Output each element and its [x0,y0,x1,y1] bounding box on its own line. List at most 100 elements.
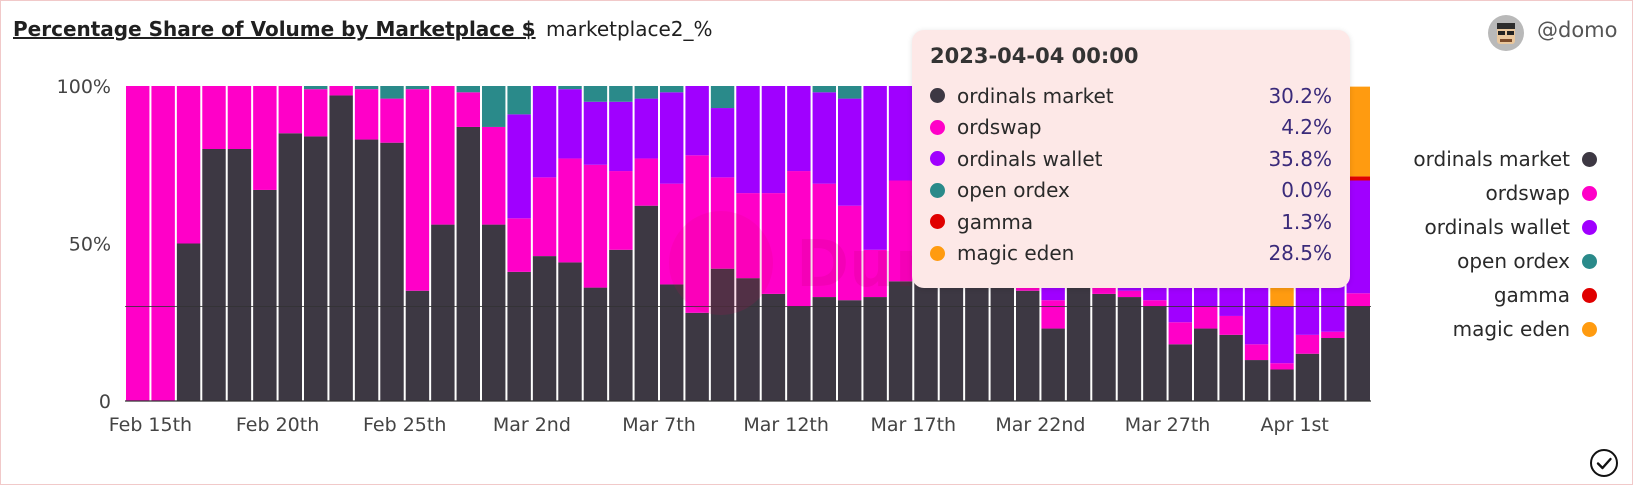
bar-segment[interactable] [202,149,226,401]
bar-segment[interactable] [354,89,379,140]
bar-segment[interactable] [1244,360,1269,401]
legend-item[interactable]: open ordex [1413,244,1597,278]
avatar[interactable] [1488,15,1524,51]
bar-segment[interactable] [660,183,684,285]
bar-segment[interactable] [634,86,658,99]
bar-segment[interactable] [685,155,709,313]
bar-segment[interactable] [838,86,862,99]
bar-segment[interactable] [660,284,684,401]
bar-segment[interactable] [482,86,506,127]
bar-segment[interactable] [1194,328,1218,401]
bar-segment[interactable] [736,193,760,279]
bar-segment[interactable] [304,86,328,90]
bar-segment[interactable] [253,189,277,401]
bar-segment[interactable] [838,98,862,206]
bar-segment[interactable] [609,86,633,102]
bar-segment[interactable] [482,224,506,401]
bar-segment[interactable] [812,183,836,298]
bar-segment[interactable] [812,297,836,401]
bar-segment[interactable] [1117,290,1142,298]
bar-segment[interactable] [1092,284,1116,294]
bar-segment[interactable] [354,86,379,90]
bar-segment[interactable] [354,139,379,402]
bar-segment[interactable] [710,108,735,178]
bar-segment[interactable] [1143,306,1167,402]
bar-segment[interactable] [838,300,862,401]
bar-segment[interactable] [888,281,913,401]
bar-segment[interactable] [482,126,506,225]
bar-segment[interactable] [176,243,201,402]
bar-segment[interactable] [304,89,328,137]
bar-segment[interactable] [1295,334,1320,354]
bar-segment[interactable] [507,114,531,219]
bar-segment[interactable] [863,297,887,401]
bar-segment[interactable] [380,98,404,143]
bar-segment[interactable] [532,177,557,257]
bar-segment[interactable] [583,101,608,165]
legend-item[interactable]: magic eden [1413,312,1597,346]
bar-segment[interactable] [710,177,735,269]
bar-segment[interactable] [329,86,353,96]
bar-segment[interactable] [507,218,531,272]
legend-item[interactable]: ordswap [1413,176,1597,210]
bar-segment[interactable] [1346,306,1370,402]
bar-segment[interactable] [1168,344,1192,401]
bar-segment[interactable] [405,290,430,401]
bar-segment[interactable] [1346,180,1370,294]
bar-segment[interactable] [990,287,1014,401]
bar-segment[interactable] [1244,344,1269,361]
bar-segment[interactable] [609,101,633,172]
bar-segment[interactable] [1295,353,1320,401]
bar-segment[interactable] [431,86,455,225]
bar-segment[interactable] [380,142,404,401]
bar-segment[interactable] [812,86,836,93]
bar-segment[interactable] [1143,300,1167,307]
bar-segment[interactable] [888,180,913,282]
check-circle-icon[interactable] [1589,448,1619,478]
bar-segment[interactable] [1270,369,1294,402]
bar-segment[interactable] [558,86,582,90]
bar-segment[interactable] [1194,306,1218,329]
bar-segment[interactable] [1270,306,1294,364]
bar-segment[interactable] [1270,363,1294,370]
bar-segment[interactable] [507,271,531,401]
bar-segment[interactable] [736,278,760,401]
bar-segment[interactable] [685,312,709,401]
bar-segment[interactable] [1219,334,1243,401]
bar-segment[interactable] [634,205,658,401]
bar-segment[interactable] [634,158,658,206]
bar-segment[interactable] [202,86,226,149]
bar-segment[interactable] [583,287,608,401]
bar-segment[interactable] [812,92,836,184]
bar-segment[interactable] [1346,86,1370,177]
bar-segment[interactable] [863,249,887,298]
bar-segment[interactable] [507,86,531,115]
bar-segment[interactable] [787,171,811,307]
bar-segment[interactable] [456,92,480,127]
bar-segment[interactable] [1321,338,1345,401]
bar-segment[interactable] [176,86,201,244]
bar-segment[interactable] [609,249,633,401]
bar-segment[interactable] [710,86,735,109]
bar-segment[interactable] [227,86,252,149]
bar-segment[interactable] [456,126,480,401]
bar-segment[interactable] [583,86,608,102]
bar-segment[interactable] [558,158,582,263]
bar-segment[interactable] [329,95,353,401]
bar-segment[interactable] [1041,300,1065,329]
bar-segment[interactable] [1041,328,1065,401]
bar-segment[interactable] [660,92,684,184]
bar-segment[interactable] [583,164,608,288]
legend-item[interactable]: ordinals market [1413,142,1597,176]
bar-segment[interactable] [278,86,302,134]
bar-segment[interactable] [405,89,430,291]
bar-segment[interactable] [761,293,786,401]
bar-segment[interactable] [253,86,277,190]
bar-segment[interactable] [634,98,658,159]
bar-segment[interactable] [227,149,252,401]
bar-segment[interactable] [1092,293,1116,401]
bar-segment[interactable] [660,86,684,93]
bar-segment[interactable] [838,205,862,301]
bar-segment[interactable] [405,86,430,90]
bar-segment[interactable] [609,171,633,250]
